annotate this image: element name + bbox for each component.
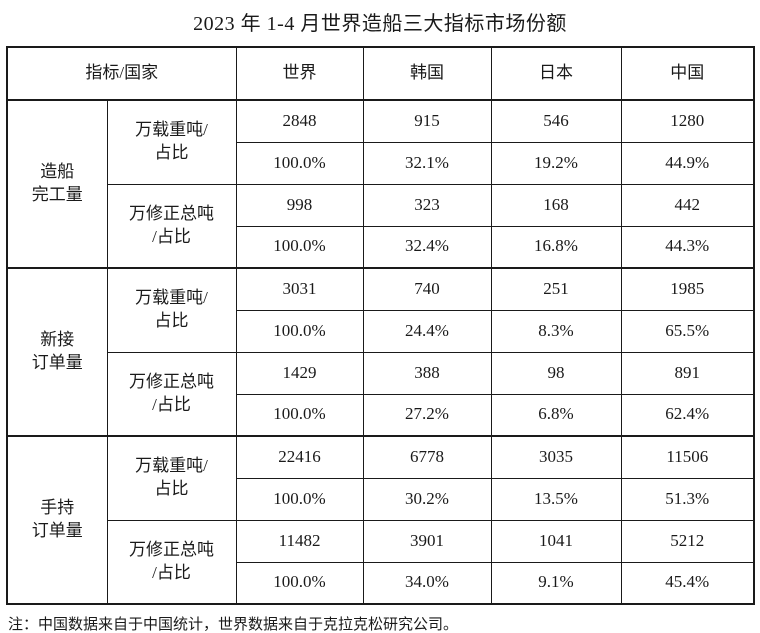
table-row: 新接 订单量 万载重吨/ 占比 3031 740 251 1985 xyxy=(6,267,755,437)
share-cell: 45.4% xyxy=(620,561,755,605)
value-cell: 11506 xyxy=(620,435,755,479)
header-row: 指标/国家 世界 韩国 日本 中国 xyxy=(6,46,755,101)
value-cell: 5212 xyxy=(620,519,755,563)
metric-label: 万载重吨/ 占比 xyxy=(106,99,237,185)
table-row: 100.0% 34.0% 9.1% 45.4% xyxy=(7,561,755,605)
source-footnote: 注：中国数据来自于中国统计，世界数据来自于克拉克松研究公司。 xyxy=(8,617,459,633)
value-cell: 98 xyxy=(490,351,622,395)
value-cell: 323 xyxy=(362,183,492,227)
group-label-new-orders: 新接 订单量 xyxy=(6,267,108,437)
value-cell: 740 xyxy=(362,267,492,311)
share-cell: 27.2% xyxy=(362,393,492,437)
corner-header: 指标/国家 xyxy=(6,46,237,101)
share-cell: 65.5% xyxy=(620,309,755,353)
group-label-completions: 造船 完工量 xyxy=(6,99,108,269)
metric-label: 万载重吨/ 占比 xyxy=(106,435,237,521)
share-cell: 30.2% xyxy=(362,477,492,521)
table-row: 造船 完工量 万载重吨/ 占比 2848 915 546 1280 xyxy=(6,99,755,269)
column-header-world: 世界 xyxy=(235,46,364,101)
share-cell: 62.4% xyxy=(620,393,755,437)
value-cell: 3031 xyxy=(235,267,364,311)
value-cell: 442 xyxy=(620,183,755,227)
table-row: 100.0% 32.4% 16.8% 44.3% xyxy=(7,225,755,269)
page-title: 2023 年 1-4 月世界造船三大指标市场份额 xyxy=(193,13,567,35)
table-row: 100.0% 27.2% 6.8% 62.4% xyxy=(7,393,755,437)
table-row: 100.0% 24.4% 8.3% 65.5% xyxy=(7,309,755,353)
share-cell: 100.0% xyxy=(235,393,364,437)
table-row: 100.0% 30.2% 13.5% 51.3% xyxy=(7,477,755,521)
share-cell: 51.3% xyxy=(620,477,755,521)
share-cell: 6.8% xyxy=(490,393,622,437)
share-cell: 100.0% xyxy=(235,561,364,605)
share-cell: 100.0% xyxy=(235,477,364,521)
metric-label: 万修正总吨 /占比 xyxy=(106,183,237,269)
value-cell: 546 xyxy=(490,99,622,143)
value-cell: 251 xyxy=(490,267,622,311)
value-cell: 998 xyxy=(235,183,364,227)
share-cell: 100.0% xyxy=(235,225,364,269)
share-cell: 34.0% xyxy=(362,561,492,605)
market-share-table: 指标/国家 世界 韩国 日本 中国 造船 完工量 万载重吨/ 占比 2848 9… xyxy=(6,46,756,605)
value-cell: 11482 xyxy=(235,519,364,563)
share-cell: 32.4% xyxy=(362,225,492,269)
value-cell: 168 xyxy=(490,183,622,227)
table-row: 万修正总吨 /占比 998 323 168 442 xyxy=(7,183,755,269)
table-row: 万修正总吨 /占比 11482 3901 1041 5212 xyxy=(7,519,755,605)
value-cell: 891 xyxy=(620,351,755,395)
share-cell: 13.5% xyxy=(490,477,622,521)
column-header-korea: 韩国 xyxy=(362,46,492,101)
share-cell: 32.1% xyxy=(362,141,492,185)
share-cell: 9.1% xyxy=(490,561,622,605)
value-cell: 1280 xyxy=(620,99,755,143)
value-cell: 2848 xyxy=(235,99,364,143)
value-cell: 1429 xyxy=(235,351,364,395)
group-label-orderbook: 手持 订单量 xyxy=(6,435,108,605)
value-cell: 915 xyxy=(362,99,492,143)
table-row: 手持 订单量 万载重吨/ 占比 22416 6778 3035 11506 xyxy=(6,435,755,605)
share-cell: 100.0% xyxy=(235,141,364,185)
value-cell: 6778 xyxy=(362,435,492,479)
value-cell: 1041 xyxy=(490,519,622,563)
metric-label: 万修正总吨 /占比 xyxy=(106,351,237,437)
value-cell: 388 xyxy=(362,351,492,395)
share-cell: 44.3% xyxy=(620,225,755,269)
share-cell: 16.8% xyxy=(490,225,622,269)
value-cell: 22416 xyxy=(235,435,364,479)
value-cell: 3035 xyxy=(490,435,622,479)
table-row: 100.0% 32.1% 19.2% 44.9% xyxy=(7,141,755,185)
metric-label: 万载重吨/ 占比 xyxy=(106,267,237,353)
share-cell: 100.0% xyxy=(235,309,364,353)
column-header-china: 中国 xyxy=(620,46,755,101)
share-cell: 24.4% xyxy=(362,309,492,353)
share-cell: 8.3% xyxy=(490,309,622,353)
share-cell: 44.9% xyxy=(620,141,755,185)
metric-label: 万修正总吨 /占比 xyxy=(106,519,237,605)
column-header-japan: 日本 xyxy=(490,46,622,101)
table-row: 万修正总吨 /占比 1429 388 98 891 xyxy=(7,351,755,437)
value-cell: 3901 xyxy=(362,519,492,563)
share-cell: 19.2% xyxy=(490,141,622,185)
value-cell: 1985 xyxy=(620,267,755,311)
